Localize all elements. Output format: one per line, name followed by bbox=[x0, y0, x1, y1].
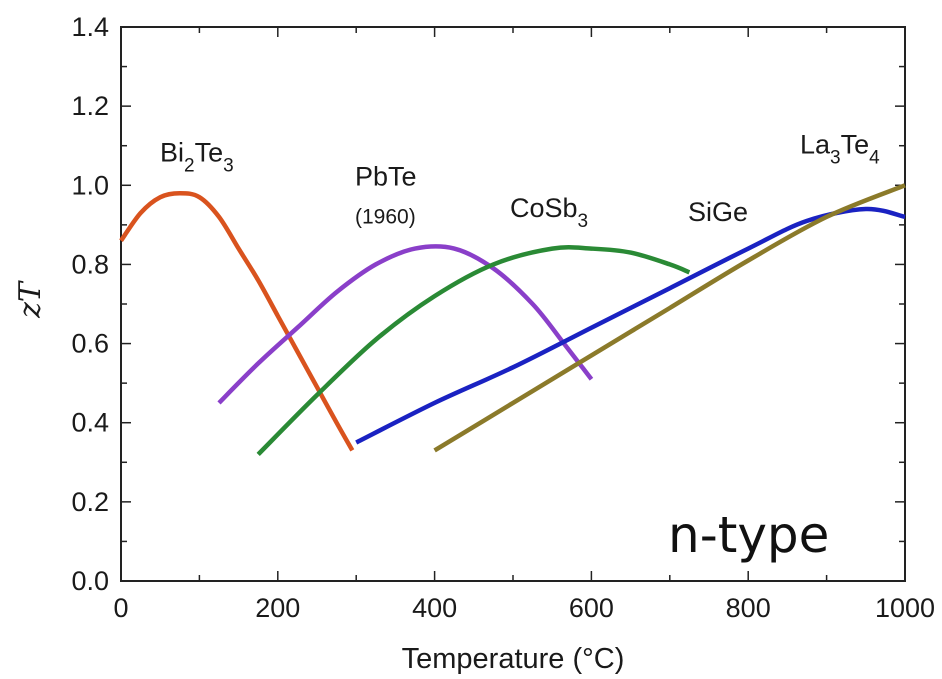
x-tick-label: 0 bbox=[113, 593, 128, 623]
series-line-sige bbox=[355, 206, 906, 445]
y-tick-label: 0.0 bbox=[71, 566, 109, 596]
series-label-bi2te3: Bi2Te3 bbox=[160, 138, 234, 177]
series-label-sige: SiGe bbox=[688, 197, 748, 227]
y-tick-label: 0.6 bbox=[71, 329, 109, 359]
x-axis-title: Temperature (°C) bbox=[402, 643, 625, 675]
y-tick-label: 1.0 bbox=[71, 170, 109, 200]
series-line-pbte bbox=[217, 244, 594, 405]
x-tick-label: 800 bbox=[726, 593, 771, 623]
series-labels: Bi2Te3 PbTe (1960) CoSb3 SiGe La3Te4 bbox=[160, 130, 880, 232]
series-lines bbox=[119, 183, 906, 456]
plot-frame bbox=[120, 26, 906, 582]
x-tick-label: 1000 bbox=[875, 593, 935, 623]
y-axis-title: zT bbox=[13, 280, 48, 319]
y-tick-label: 1.4 bbox=[71, 12, 109, 42]
series-label-la3te4: La3Te4 bbox=[800, 130, 880, 169]
series-line-la3te4 bbox=[433, 183, 906, 453]
x-tick-label: 200 bbox=[255, 593, 300, 623]
y-tick-label: 1.2 bbox=[71, 91, 109, 121]
y-tick-label: 0.8 bbox=[71, 249, 109, 279]
y-tick-label: 0.4 bbox=[71, 408, 109, 438]
tick-labels: 0 200 400 600 800 1000 0.0 0.2 0.4 0.6 0.8 1.0 1.2 1.… bbox=[71, 12, 935, 623]
series-label-pbte: PbTe bbox=[355, 161, 417, 191]
y-tick-label: 0.2 bbox=[71, 487, 109, 517]
x-tick-label: 600 bbox=[569, 593, 614, 623]
series-line-cosb3 bbox=[256, 245, 691, 456]
series-label-cosb3: CoSb3 bbox=[510, 193, 588, 232]
n-type-annotation: n-type bbox=[668, 506, 829, 564]
x-tick-label: 400 bbox=[412, 593, 457, 623]
axis-ticks bbox=[120, 26, 906, 582]
series-note-pbte: (1960) bbox=[355, 205, 416, 228]
series-line-bi2te3 bbox=[119, 190, 355, 452]
